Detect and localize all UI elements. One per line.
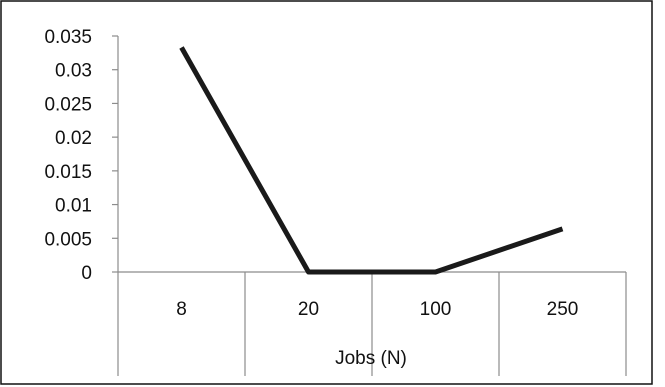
y-tick-label: 0.035 bbox=[44, 27, 92, 48]
series-group bbox=[179, 46, 564, 275]
x-tick-label: 8 bbox=[176, 299, 187, 320]
y-tick-label: 0.03 bbox=[55, 61, 92, 82]
chart-frame bbox=[0, 0, 653, 385]
y-tick-label: 0.02 bbox=[55, 128, 92, 149]
y-tick-label: 0.025 bbox=[44, 94, 92, 115]
y-tick-label: 0.005 bbox=[44, 229, 92, 250]
x-axis: 8 20 100 250 bbox=[117, 271, 627, 376]
y-tick-label: 0.015 bbox=[44, 162, 92, 183]
series-line bbox=[179, 46, 564, 275]
x-axis-title: Jobs (N) bbox=[335, 348, 407, 369]
y-tick-label: 0.01 bbox=[55, 196, 92, 217]
x-tick-label: 100 bbox=[420, 299, 452, 320]
y-axis: 0 0.005 0.01 0.015 0.02 0.025 0.03 0.035 bbox=[44, 27, 119, 284]
x-tick-label: 20 bbox=[298, 299, 319, 320]
y-tick-label: 0 bbox=[81, 263, 92, 284]
x-tick-label: 250 bbox=[547, 299, 579, 320]
